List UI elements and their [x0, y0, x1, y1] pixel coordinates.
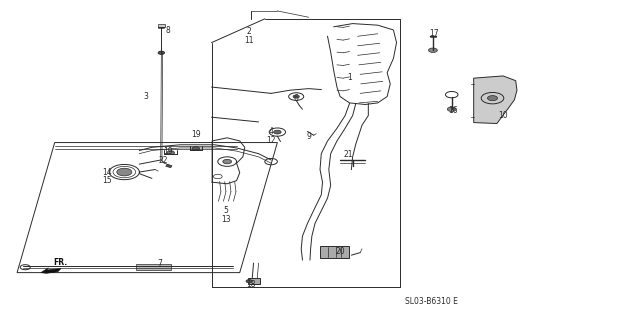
Circle shape — [223, 159, 232, 164]
Polygon shape — [41, 268, 61, 273]
Text: 19: 19 — [163, 147, 173, 156]
Text: 14: 14 — [102, 168, 112, 177]
Polygon shape — [166, 164, 172, 168]
Text: FR.: FR. — [53, 258, 67, 267]
Circle shape — [273, 130, 281, 134]
Text: SL03-B6310 E: SL03-B6310 E — [404, 297, 457, 306]
Text: 11: 11 — [244, 36, 254, 44]
Text: 5: 5 — [224, 206, 228, 215]
Text: 2: 2 — [247, 27, 251, 36]
Text: 18: 18 — [246, 280, 256, 289]
Text: 13: 13 — [221, 215, 231, 224]
Polygon shape — [320, 246, 350, 258]
Text: 7: 7 — [158, 259, 163, 268]
Circle shape — [117, 168, 132, 176]
Text: 8: 8 — [165, 26, 170, 35]
Text: 10: 10 — [498, 111, 508, 120]
Circle shape — [246, 280, 252, 283]
Text: 19: 19 — [191, 130, 200, 139]
Polygon shape — [474, 76, 517, 124]
Text: 12: 12 — [266, 135, 276, 145]
Circle shape — [488, 96, 498, 101]
Text: 3: 3 — [143, 92, 148, 101]
Text: 9: 9 — [306, 132, 311, 141]
Text: 6: 6 — [294, 94, 299, 103]
Polygon shape — [136, 264, 171, 270]
Text: 17: 17 — [430, 28, 439, 38]
Text: 20: 20 — [335, 247, 345, 257]
Text: 4: 4 — [268, 127, 273, 136]
Circle shape — [447, 107, 456, 111]
Text: 22: 22 — [159, 156, 168, 165]
Circle shape — [192, 147, 200, 150]
Circle shape — [293, 95, 299, 98]
Text: 15: 15 — [102, 176, 112, 185]
Circle shape — [428, 48, 437, 52]
Circle shape — [167, 151, 175, 155]
Text: 1: 1 — [347, 73, 352, 82]
Circle shape — [158, 51, 164, 54]
Text: 21: 21 — [343, 150, 353, 159]
Polygon shape — [248, 278, 260, 284]
Polygon shape — [158, 24, 165, 27]
Text: 16: 16 — [448, 106, 458, 115]
